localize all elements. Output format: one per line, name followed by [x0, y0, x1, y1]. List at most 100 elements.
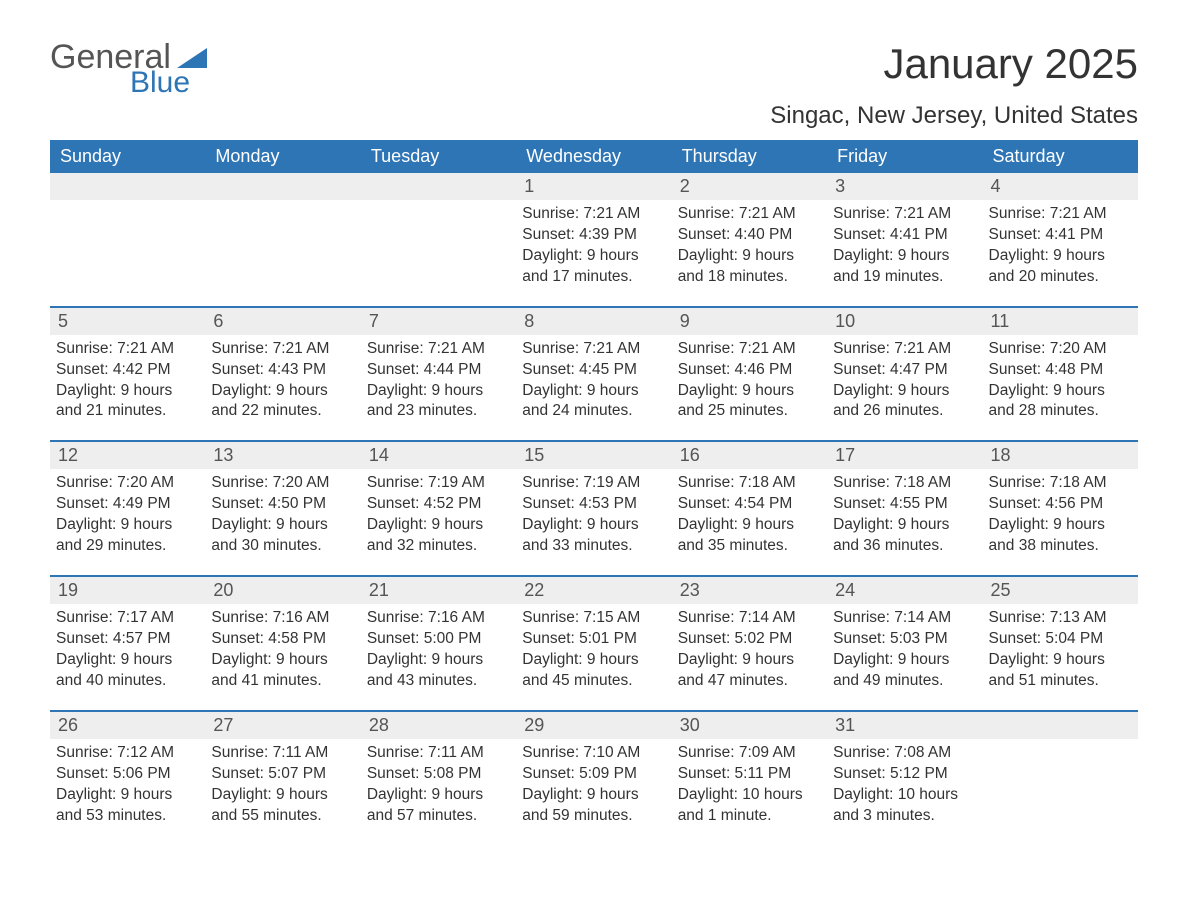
sunset-line: Sunset: 4:50 PM: [211, 494, 354, 515]
sunset-line: Sunset: 4:45 PM: [522, 360, 665, 381]
daylight-line: Daylight: 9 hours and 55 minutes.: [211, 785, 354, 827]
sunset-line: Sunset: 4:54 PM: [678, 494, 821, 515]
day-cell: 24Sunrise: 7:14 AMSunset: 5:03 PMDayligh…: [827, 577, 982, 700]
day-number: 3: [827, 173, 982, 200]
day-number: 24: [827, 577, 982, 604]
day-number: 10: [827, 308, 982, 335]
sunrise-line: Sunrise: 7:16 AM: [367, 608, 510, 629]
logo-sail-icon: [177, 48, 207, 68]
logo: General Blue: [50, 40, 207, 98]
daylight-line: Daylight: 9 hours and 38 minutes.: [989, 515, 1132, 557]
day-cell: 15Sunrise: 7:19 AMSunset: 4:53 PMDayligh…: [516, 442, 671, 565]
sunrise-line: Sunrise: 7:14 AM: [678, 608, 821, 629]
sunrise-line: Sunrise: 7:21 AM: [678, 204, 821, 225]
day-info: Sunrise: 7:14 AMSunset: 5:03 PMDaylight:…: [827, 604, 982, 700]
day-info: Sunrise: 7:14 AMSunset: 5:02 PMDaylight:…: [672, 604, 827, 700]
day-cell: 6Sunrise: 7:21 AMSunset: 4:43 PMDaylight…: [205, 308, 360, 431]
day-number: 25: [983, 577, 1138, 604]
daylight-line: Daylight: 9 hours and 41 minutes.: [211, 650, 354, 692]
day-number: 9: [672, 308, 827, 335]
day-number: 27: [205, 712, 360, 739]
sunset-line: Sunset: 4:47 PM: [833, 360, 976, 381]
day-cell: [205, 173, 360, 296]
day-cell: 3Sunrise: 7:21 AMSunset: 4:41 PMDaylight…: [827, 173, 982, 296]
day-info: Sunrise: 7:16 AMSunset: 5:00 PMDaylight:…: [361, 604, 516, 700]
day-cell: 2Sunrise: 7:21 AMSunset: 4:40 PMDaylight…: [672, 173, 827, 296]
daylight-line: Daylight: 9 hours and 57 minutes.: [367, 785, 510, 827]
day-info: Sunrise: 7:21 AMSunset: 4:41 PMDaylight:…: [827, 200, 982, 296]
sunset-line: Sunset: 4:39 PM: [522, 225, 665, 246]
day-info: Sunrise: 7:18 AMSunset: 4:56 PMDaylight:…: [983, 469, 1138, 565]
sunrise-line: Sunrise: 7:20 AM: [211, 473, 354, 494]
sunrise-line: Sunrise: 7:21 AM: [678, 339, 821, 360]
sunset-line: Sunset: 5:06 PM: [56, 764, 199, 785]
day-number: 4: [983, 173, 1138, 200]
day-number: 28: [361, 712, 516, 739]
sunset-line: Sunset: 4:40 PM: [678, 225, 821, 246]
day-info: Sunrise: 7:21 AMSunset: 4:40 PMDaylight:…: [672, 200, 827, 296]
header: General Blue January 2025 Singac, New Je…: [50, 40, 1138, 130]
day-number: 12: [50, 442, 205, 469]
daylight-line: Daylight: 9 hours and 23 minutes.: [367, 381, 510, 423]
day-number: 22: [516, 577, 671, 604]
sunrise-line: Sunrise: 7:14 AM: [833, 608, 976, 629]
day-number: 20: [205, 577, 360, 604]
day-header-cell: Thursday: [672, 140, 827, 173]
calendar: SundayMondayTuesdayWednesdayThursdayFrid…: [50, 140, 1138, 834]
daylight-line: Daylight: 9 hours and 25 minutes.: [678, 381, 821, 423]
day-number: 2: [672, 173, 827, 200]
week-row: 5Sunrise: 7:21 AMSunset: 4:42 PMDaylight…: [50, 306, 1138, 431]
daylight-line: Daylight: 9 hours and 21 minutes.: [56, 381, 199, 423]
day-cell: 12Sunrise: 7:20 AMSunset: 4:49 PMDayligh…: [50, 442, 205, 565]
sunrise-line: Sunrise: 7:19 AM: [367, 473, 510, 494]
day-number: 11: [983, 308, 1138, 335]
sunrise-line: Sunrise: 7:21 AM: [367, 339, 510, 360]
daylight-line: Daylight: 9 hours and 22 minutes.: [211, 381, 354, 423]
day-cell: 21Sunrise: 7:16 AMSunset: 5:00 PMDayligh…: [361, 577, 516, 700]
daylight-line: Daylight: 9 hours and 24 minutes.: [522, 381, 665, 423]
daylight-line: Daylight: 9 hours and 53 minutes.: [56, 785, 199, 827]
day-number: 16: [672, 442, 827, 469]
sunrise-line: Sunrise: 7:21 AM: [833, 204, 976, 225]
daylight-line: Daylight: 10 hours and 3 minutes.: [833, 785, 976, 827]
daylight-line: Daylight: 9 hours and 36 minutes.: [833, 515, 976, 557]
day-cell: 16Sunrise: 7:18 AMSunset: 4:54 PMDayligh…: [672, 442, 827, 565]
sunset-line: Sunset: 4:48 PM: [989, 360, 1132, 381]
week-row: 26Sunrise: 7:12 AMSunset: 5:06 PMDayligh…: [50, 710, 1138, 835]
sunrise-line: Sunrise: 7:20 AM: [989, 339, 1132, 360]
sunset-line: Sunset: 4:44 PM: [367, 360, 510, 381]
day-number: 21: [361, 577, 516, 604]
daylight-line: Daylight: 9 hours and 45 minutes.: [522, 650, 665, 692]
day-number: 14: [361, 442, 516, 469]
sunset-line: Sunset: 4:58 PM: [211, 629, 354, 650]
daylight-line: Daylight: 9 hours and 43 minutes.: [367, 650, 510, 692]
daylight-line: Daylight: 9 hours and 51 minutes.: [989, 650, 1132, 692]
day-cell: 14Sunrise: 7:19 AMSunset: 4:52 PMDayligh…: [361, 442, 516, 565]
sunset-line: Sunset: 4:42 PM: [56, 360, 199, 381]
day-info: Sunrise: 7:11 AMSunset: 5:08 PMDaylight:…: [361, 739, 516, 835]
daylight-line: Daylight: 9 hours and 17 minutes.: [522, 246, 665, 288]
day-cell: [983, 712, 1138, 835]
day-info: Sunrise: 7:21 AMSunset: 4:47 PMDaylight:…: [827, 335, 982, 431]
daylight-line: Daylight: 9 hours and 19 minutes.: [833, 246, 976, 288]
day-info: Sunrise: 7:20 AMSunset: 4:48 PMDaylight:…: [983, 335, 1138, 431]
sunset-line: Sunset: 5:00 PM: [367, 629, 510, 650]
sunrise-line: Sunrise: 7:20 AM: [56, 473, 199, 494]
daylight-line: Daylight: 9 hours and 47 minutes.: [678, 650, 821, 692]
day-info: Sunrise: 7:20 AMSunset: 4:49 PMDaylight:…: [50, 469, 205, 565]
day-number: [205, 173, 360, 200]
day-number: 7: [361, 308, 516, 335]
day-cell: 9Sunrise: 7:21 AMSunset: 4:46 PMDaylight…: [672, 308, 827, 431]
day-number: [50, 173, 205, 200]
daylight-line: Daylight: 9 hours and 18 minutes.: [678, 246, 821, 288]
sunset-line: Sunset: 5:09 PM: [522, 764, 665, 785]
sunset-line: Sunset: 4:57 PM: [56, 629, 199, 650]
day-cell: [50, 173, 205, 296]
sunrise-line: Sunrise: 7:21 AM: [833, 339, 976, 360]
day-cell: 17Sunrise: 7:18 AMSunset: 4:55 PMDayligh…: [827, 442, 982, 565]
day-cell: 20Sunrise: 7:16 AMSunset: 4:58 PMDayligh…: [205, 577, 360, 700]
sunset-line: Sunset: 4:52 PM: [367, 494, 510, 515]
sunset-line: Sunset: 5:12 PM: [833, 764, 976, 785]
daylight-line: Daylight: 9 hours and 30 minutes.: [211, 515, 354, 557]
sunset-line: Sunset: 4:55 PM: [833, 494, 976, 515]
